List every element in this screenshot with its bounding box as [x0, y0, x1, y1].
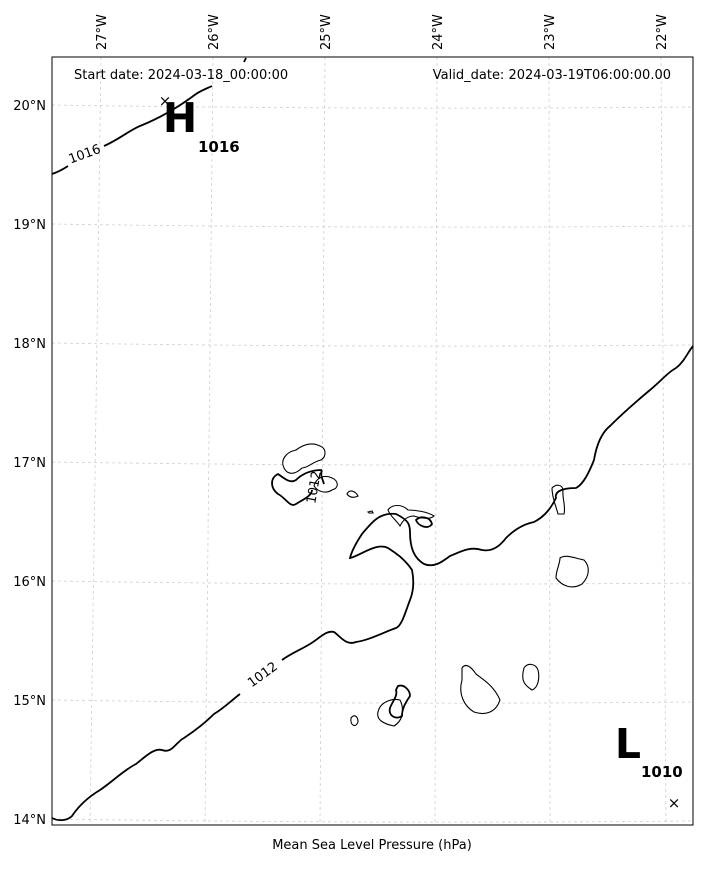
valid-date-label: Valid_date: 2024-03-19T06:00:00.00	[433, 68, 671, 83]
high-value: 1016	[198, 138, 240, 156]
lon-tick-24w: 24°W	[431, 14, 446, 50]
low-pressure-center: L 1010 ×	[615, 720, 683, 812]
parallel-19n	[51, 223, 694, 228]
lat-tick-14n: 14°N	[13, 813, 46, 828]
high-pressure-center: H 1016 ×	[159, 92, 240, 156]
parallel-15n	[51, 699, 694, 704]
meridian-26w	[204, 56, 214, 826]
lon-tick-26w: 26°W	[207, 14, 222, 50]
lon-tick-22w: 22°W	[655, 14, 670, 50]
island-santiago	[460, 665, 501, 715]
meridian-23w	[548, 56, 551, 826]
meridian-25w	[319, 56, 326, 826]
lat-tick-16n: 16°N	[13, 575, 46, 590]
meridian-24w	[434, 56, 438, 826]
longitude-ticks: 27°W 26°W 25°W 24°W 23°W 22°W	[95, 14, 670, 50]
parallel-14n	[51, 818, 694, 823]
start-date-label: Start date: 2024-03-18_00:00:00	[74, 68, 288, 83]
island-islet	[366, 510, 374, 514]
meridian-22w	[660, 56, 667, 826]
isobar-1016-tail	[243, 57, 247, 63]
low-value: 1010	[641, 763, 683, 781]
island-santa-luzia	[346, 490, 359, 498]
island-sao-nicolau	[387, 504, 435, 528]
lon-tick-27w: 27°W	[95, 14, 110, 50]
graticule	[51, 56, 694, 826]
parallel-18n	[51, 342, 694, 347]
lon-tick-23w: 23°W	[543, 14, 558, 50]
lat-tick-20n: 20°N	[13, 99, 46, 114]
contour-label-1012-a: 1012	[245, 659, 281, 691]
lat-tick-15n: 15°N	[13, 694, 46, 709]
low-marker: ×	[668, 794, 681, 812]
high-symbol: H	[163, 94, 197, 142]
map-frame	[51, 56, 694, 826]
map-xlabel: Mean Sea Level Pressure (hPa)	[272, 838, 472, 853]
isobar-1012-main	[51, 345, 694, 822]
high-marker: ×	[159, 92, 172, 110]
island-maio	[522, 663, 540, 691]
latitude-ticks: 20°N 19°N 18°N 17°N 16°N 15°N 14°N	[13, 99, 46, 828]
isobar-1012-fogo	[388, 684, 411, 719]
contour-label-1012-b: 1012	[304, 470, 325, 505]
island-santo-antao	[282, 443, 326, 474]
island-boa-vista	[555, 555, 589, 588]
parallel-16n	[51, 580, 694, 585]
isobars	[51, 57, 694, 822]
isobar-1012-sn	[414, 516, 433, 528]
island-sao-vicente	[313, 475, 338, 493]
isobar-1012-loop	[271, 469, 325, 506]
isobar-1016	[51, 85, 213, 175]
meridian-27w	[89, 56, 102, 826]
parallel-20n	[51, 104, 694, 109]
low-symbol: L	[615, 720, 641, 768]
lon-tick-25w: 25°W	[319, 14, 334, 50]
island-brava	[350, 715, 359, 727]
lat-tick-17n: 17°N	[13, 456, 46, 471]
parallel-17n	[51, 461, 694, 466]
contour-label-1016: 1016	[67, 142, 103, 167]
contour-labels: 1016 1012 1012	[67, 142, 325, 691]
lat-tick-18n: 18°N	[13, 337, 46, 352]
lat-tick-19n: 19°N	[13, 218, 46, 233]
